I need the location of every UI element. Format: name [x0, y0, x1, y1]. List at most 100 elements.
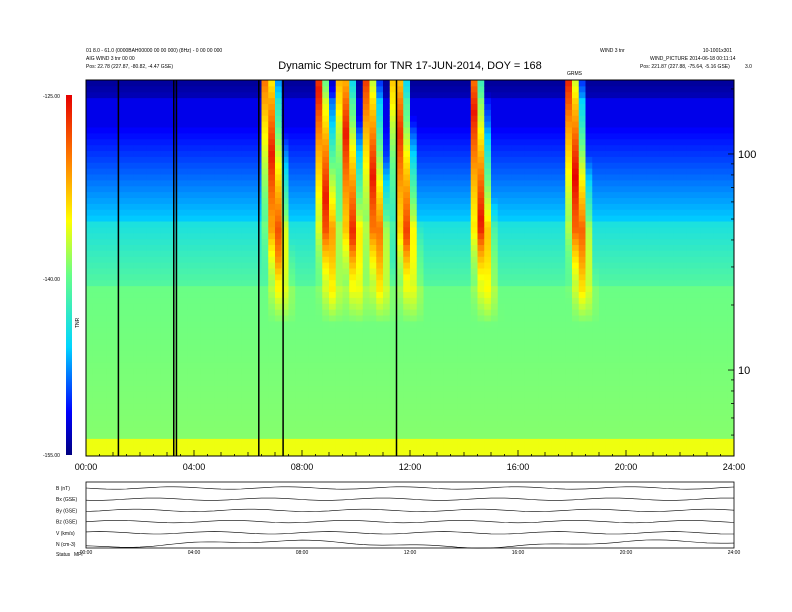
spectrogram-cell: [140, 232, 148, 240]
spectrogram-cell: [470, 297, 478, 304]
spectrogram-cell: [194, 320, 202, 328]
spectrogram-cell: [214, 409, 222, 416]
spectrogram-cell: [356, 97, 364, 105]
spectrogram-cell: [511, 379, 519, 387]
spectrogram-cell: [585, 403, 593, 410]
spectrogram-cell: [362, 156, 370, 163]
spectrogram-cell: [592, 432, 600, 439]
spectrogram-cell: [187, 273, 195, 281]
spectrogram-cell: [396, 244, 404, 251]
spectrogram-cell: [430, 420, 438, 428]
spectrogram-cell: [322, 309, 330, 316]
spectrogram-cell: [497, 244, 505, 251]
spectrogram-cell: [275, 391, 283, 398]
spectrogram-cell: [227, 420, 235, 428]
spectrogram-cell: [113, 215, 121, 222]
spectrogram-cell: [153, 356, 161, 363]
spectrogram-cell: [146, 414, 154, 422]
spectrogram-cell: [518, 250, 526, 257]
spectrogram-cell: [599, 80, 607, 87]
spectrogram-cell: [410, 397, 418, 404]
spectrogram-cell: [92, 320, 100, 328]
spectrogram-cell: [342, 127, 350, 134]
spectrogram-cell: [207, 97, 215, 105]
spectrogram-cell: [477, 285, 485, 293]
spectrogram-cell: [416, 221, 424, 228]
spectrogram-cell: [497, 326, 505, 334]
spectrogram-cell: [538, 350, 546, 357]
spectrogram-cell: [545, 326, 553, 334]
spectrogram-cell: [524, 215, 532, 222]
spectrogram-cell: [302, 273, 310, 281]
spectrogram-cell: [180, 385, 188, 392]
spectrogram-cell: [470, 403, 478, 410]
spectrogram-cell: [86, 91, 94, 99]
spectrogram-cell: [275, 85, 283, 93]
spectrogram-cell: [423, 344, 431, 351]
spectrogram-cell: [315, 85, 323, 93]
spectrogram-cell: [180, 162, 188, 169]
spectrogram-cell: [369, 80, 377, 87]
spectrogram-cell: [207, 103, 215, 110]
spectrogram-cell: [288, 226, 296, 234]
spectrogram-cell: [113, 256, 121, 263]
spectrogram-cell: [599, 397, 607, 404]
spectrogram-cell: [376, 426, 384, 434]
spectrogram-cell: [545, 203, 553, 210]
spectrogram-cell: [86, 373, 94, 381]
spectrogram-cell: [329, 191, 337, 199]
spectrogram-cell: [194, 344, 202, 351]
spectrogram-cell: [194, 303, 202, 310]
spectrogram-cell: [403, 420, 411, 428]
spectrogram-cell: [234, 444, 242, 451]
spectrogram-cell: [477, 403, 485, 410]
spectrogram-cell: [565, 174, 573, 181]
spectrogram-cell: [599, 226, 607, 234]
spectrogram-cell: [227, 115, 235, 122]
spectrogram-cell: [524, 268, 532, 275]
spectrogram-cell: [261, 256, 269, 263]
spectrogram-cell: [376, 338, 384, 345]
spectrogram-cell: [167, 409, 175, 416]
spectrogram-cell: [599, 109, 607, 116]
spectrogram-cell: [329, 174, 337, 181]
spectrogram-cell: [524, 232, 532, 240]
spectrogram-cell: [558, 320, 566, 328]
spectrogram-cell: [194, 209, 202, 216]
spectrogram-cell: [173, 250, 181, 257]
spectrogram-cell: [180, 244, 188, 251]
spectrogram-cell: [167, 191, 175, 199]
spectrogram-cell: [113, 150, 121, 157]
spectrogram-cell: [302, 379, 310, 387]
spectrogram-cell: [261, 432, 269, 439]
spectrogram-cell: [349, 344, 357, 351]
spectrogram-cell: [227, 273, 235, 281]
spectrogram-cell: [86, 121, 94, 128]
spectrogram-cell: [207, 362, 215, 369]
spectrogram-cell: [592, 385, 600, 392]
spectrogram-cell: [551, 379, 559, 387]
spectrogram-cell: [518, 338, 526, 345]
spectrogram-cell: [524, 326, 532, 334]
spectrogram-cell: [214, 279, 222, 287]
spectrogram-cell: [200, 291, 208, 298]
spectrogram-cell: [430, 309, 438, 316]
spectrogram-cell: [470, 215, 478, 222]
spectrogram-cell: [551, 344, 559, 351]
spectrogram-cell: [410, 426, 418, 434]
spectrogram-cell: [443, 320, 451, 328]
spectrogram-cell: [241, 303, 249, 310]
spectrogram-cell: [214, 391, 222, 398]
spectrogram-cell: [383, 279, 391, 287]
spectrogram-cell: [140, 185, 148, 193]
spectrogram-cell: [403, 444, 411, 451]
spectrogram-cell: [477, 132, 485, 140]
spectrogram-cell: [356, 279, 364, 287]
spectrogram-cell: [133, 450, 141, 457]
spectrogram-cell: [443, 285, 451, 293]
spectrogram-cell: [362, 144, 370, 152]
spectrogram-cell: [511, 303, 519, 310]
spectrogram-cell: [410, 179, 418, 187]
spectrogram-cell: [504, 268, 512, 275]
spectrogram-cell: [599, 144, 607, 152]
